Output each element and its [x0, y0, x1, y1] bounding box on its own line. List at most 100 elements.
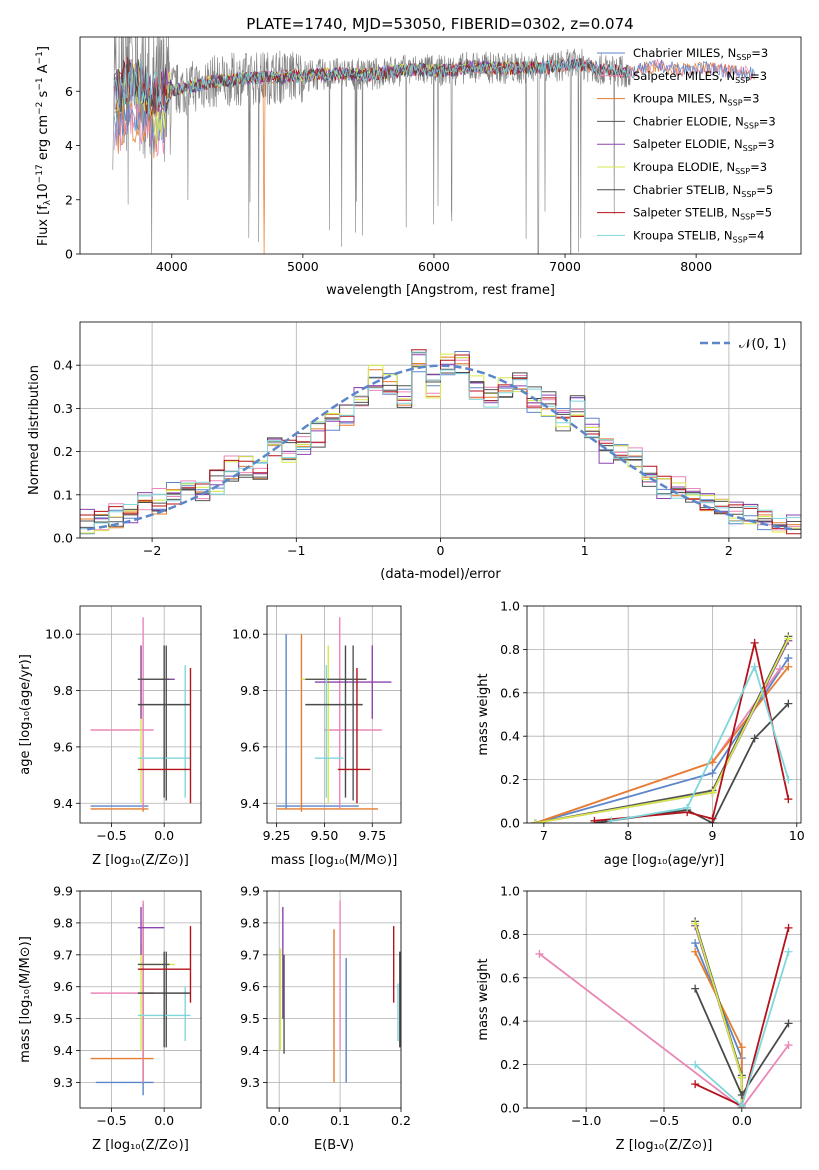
residual-histogram-chabrier_stelib [80, 366, 801, 538]
y-tick-label: 0.0 [500, 816, 520, 831]
y-tick-label: 0.8 [500, 642, 520, 657]
x-tick-label: 7000 [549, 259, 581, 274]
y-tick-label: 9.3 [240, 1075, 260, 1090]
y-axis-label: Normed distribution [27, 365, 42, 495]
y-tick-label: 9.6 [240, 979, 260, 994]
y-tick-label: 0.4 [500, 1014, 520, 1029]
x-tick-label: −0.5 [96, 1113, 126, 1128]
weight-point-kroupa_stelib [784, 947, 793, 956]
y-tick-label: 9.8 [240, 683, 260, 698]
x-tick-label: −0.5 [96, 828, 126, 843]
mass-vs-Z-frame [79, 890, 202, 1109]
legend-label: Salpeter STELIB, NSSP=5 [633, 206, 772, 222]
x-tick-label: 9.75 [358, 828, 386, 843]
age-vs-mass-frame [266, 605, 402, 824]
weight-point-chabrier_stelib [784, 699, 793, 708]
residuals-frame [79, 321, 802, 539]
x-tick-label: 8 [624, 828, 632, 843]
weight-point-salpeter_miles [775, 664, 784, 673]
y-tick-label: 9.4 [240, 796, 260, 811]
x-tick-label: 0 [437, 543, 445, 558]
legend-label: Chabrier ELODIE, NSSP=3 [633, 114, 776, 130]
weight-point-kroupa_elodie [784, 634, 793, 643]
weight-point-chabrier_miles [691, 939, 700, 948]
x-tick-label: 2 [725, 543, 733, 558]
legend-label: Kroupa MILES, NSSP=3 [633, 92, 759, 108]
weight-line-chabrier_elodie [535, 636, 790, 823]
massweight-vs-age-frame [526, 605, 802, 824]
weight-point-salpeter_stelib [784, 923, 793, 932]
x-tick-label: 4000 [156, 259, 188, 274]
legend-label: Chabrier MILES, NSSP=3 [633, 46, 768, 62]
x-tick-label: 1 [581, 543, 589, 558]
x-tick-label: 10 [789, 828, 805, 843]
y-tick-label: 9.9 [53, 884, 73, 899]
x-tick-label: 0.0 [732, 1113, 752, 1128]
y-axis-label: mass weight [476, 673, 491, 755]
weight-point-kroupa_elodie [708, 788, 717, 797]
legend-label: Kroupa STELIB, NSSP=4 [633, 228, 764, 244]
y-tick-label: 9.8 [53, 915, 73, 930]
y-tick-label: 1.0 [500, 599, 520, 614]
y-tick-label: 0.4 [500, 729, 520, 744]
y-tick-label: 9.6 [240, 739, 260, 754]
weight-point-kroupa_stelib [683, 803, 692, 812]
x-tick-label: 9 [709, 828, 717, 843]
weight-point-salpeter_stelib [750, 638, 759, 647]
y-tick-label: 4 [65, 138, 73, 153]
observed-spectrum [112, 37, 631, 254]
x-axis-label: Z [log₁₀(Z/Z⊙)] [92, 853, 189, 868]
weight-point-kroupa_miles [737, 1043, 746, 1052]
y-tick-label: 0.8 [500, 927, 520, 942]
weight-point-kroupa_miles [784, 662, 793, 671]
weight-point-kroupa_stelib [750, 662, 759, 671]
y-tick-label: 9.9 [240, 884, 260, 899]
x-tick-label: 0.0 [154, 828, 174, 843]
y-tick-label: 0.2 [500, 1057, 520, 1072]
y-tick-label: 0.0 [53, 531, 73, 546]
x-tick-label: 6000 [418, 259, 450, 274]
y-tick-label: 0.2 [53, 444, 73, 459]
weight-point-kroupa_stelib [607, 816, 616, 823]
y-tick-label: 0.0 [500, 1101, 520, 1116]
legend-label: Chabrier STELIB, NSSP=5 [633, 183, 773, 199]
x-tick-label: 0.0 [154, 1113, 174, 1128]
weight-point-kroupa_elodie [737, 1073, 746, 1082]
chart-layer: 4000 5000 6000 7000 8000 0 2 4 6 wavelength [Angs… [18, 36, 805, 1153]
weight-point-kroupa_stelib [784, 775, 793, 784]
x-tick-label: 9.50 [311, 828, 339, 843]
weight-line-kroupa_elodie [535, 638, 790, 823]
model-spectrum-chabrier_stelib [113, 57, 631, 115]
model-spectrum-kroupa_stelib [113, 57, 631, 117]
y-tick-label: 9.4 [53, 796, 73, 811]
weight-point-chabrier_stelib [784, 1019, 793, 1028]
y-tick-label: 0.6 [500, 685, 520, 700]
y-tick-label: 0.1 [53, 487, 73, 502]
x-axis-label: mass [log₁₀(M/M⊙)] [271, 853, 398, 868]
x-tick-label: 8000 [680, 259, 712, 274]
clip-age-vs-Z-plot-area [90, 617, 192, 812]
weight-point-salpeter_miles [535, 949, 544, 958]
legend-label: Salpeter ELODIE, NSSP=3 [633, 137, 775, 153]
y-tick-label: 9.6 [53, 739, 73, 754]
y-axis-label: mass weight [476, 958, 491, 1040]
weight-point-kroupa_elodie [691, 919, 700, 928]
clip-age-vs-mass-plot-area [276, 617, 392, 812]
massweight-vs-Z-frame [526, 890, 802, 1109]
y-tick-label: 9.5 [240, 1011, 260, 1026]
y-tick-label: 6 [65, 84, 73, 99]
y-axis-label: mass [log₁₀(M/M⊙)] [18, 936, 33, 1063]
y-tick-label: 0.4 [53, 358, 73, 373]
x-axis-label: Z [log₁₀(Z/Z⊙)] [616, 1138, 713, 1153]
y-tick-label: 9.8 [240, 915, 260, 930]
clip-mass-vs-Z-plot-area [90, 900, 192, 1096]
x-tick-label: 0.1 [330, 1113, 350, 1128]
clip-res-plot-area [80, 349, 801, 538]
y-tick-label: 9.7 [53, 947, 73, 962]
y-tick-label: 1.0 [500, 884, 520, 899]
weight-line-salpeter_elodie [535, 640, 790, 823]
x-axis-label: (data-model)/error [380, 567, 501, 582]
x-tick-label: 5000 [287, 259, 319, 274]
weight-point-kroupa_stelib [691, 1060, 700, 1069]
